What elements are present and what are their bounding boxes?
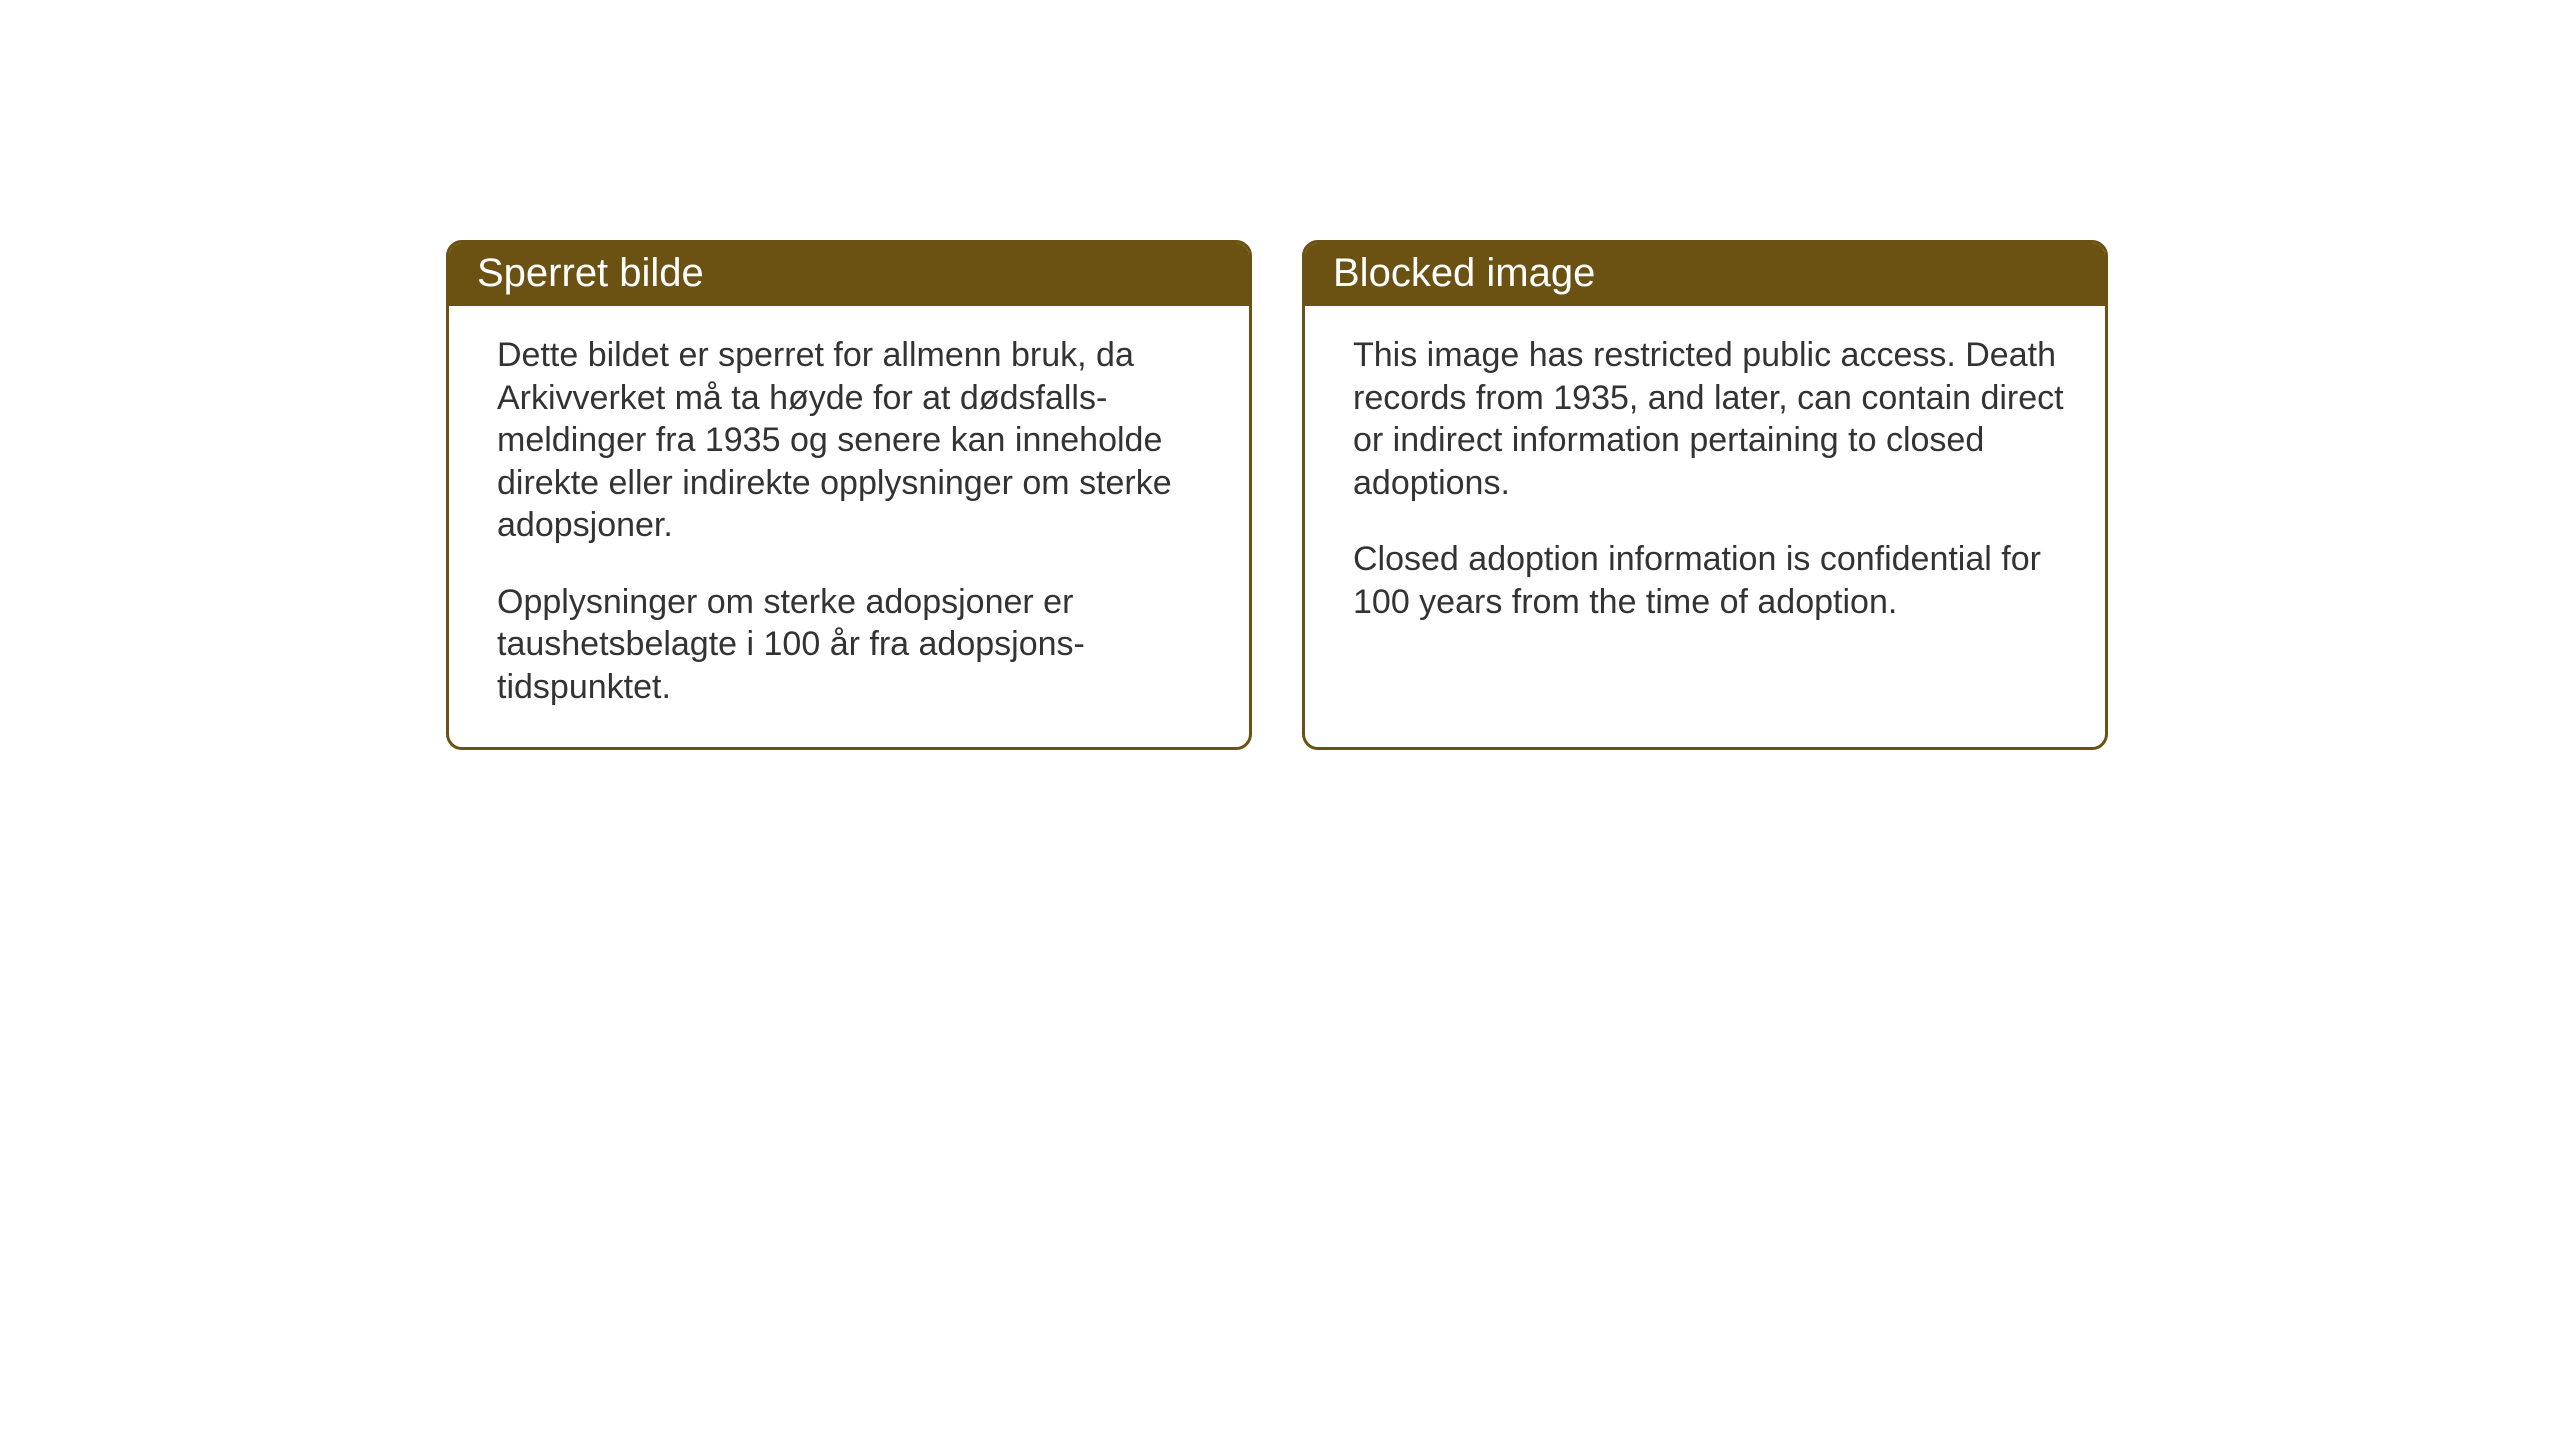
notice-paragraph-2-norwegian: Opplysninger om sterke adopsjoner er tau… <box>497 581 1209 709</box>
notice-header-norwegian: Sperret bilde <box>449 243 1249 306</box>
notice-body-english: This image has restricted public access.… <box>1305 306 2105 659</box>
notice-container: Sperret bilde Dette bildet er sperret fo… <box>446 240 2108 750</box>
notice-body-norwegian: Dette bildet er sperret for allmenn bruk… <box>449 306 1249 744</box>
notice-box-english: Blocked image This image has restricted … <box>1302 240 2108 750</box>
notice-header-english: Blocked image <box>1305 243 2105 306</box>
notice-paragraph-2-english: Closed adoption information is confident… <box>1353 538 2065 623</box>
notice-paragraph-1-norwegian: Dette bildet er sperret for allmenn bruk… <box>497 334 1209 547</box>
notice-box-norwegian: Sperret bilde Dette bildet er sperret fo… <box>446 240 1252 750</box>
notice-paragraph-1-english: This image has restricted public access.… <box>1353 334 2065 504</box>
